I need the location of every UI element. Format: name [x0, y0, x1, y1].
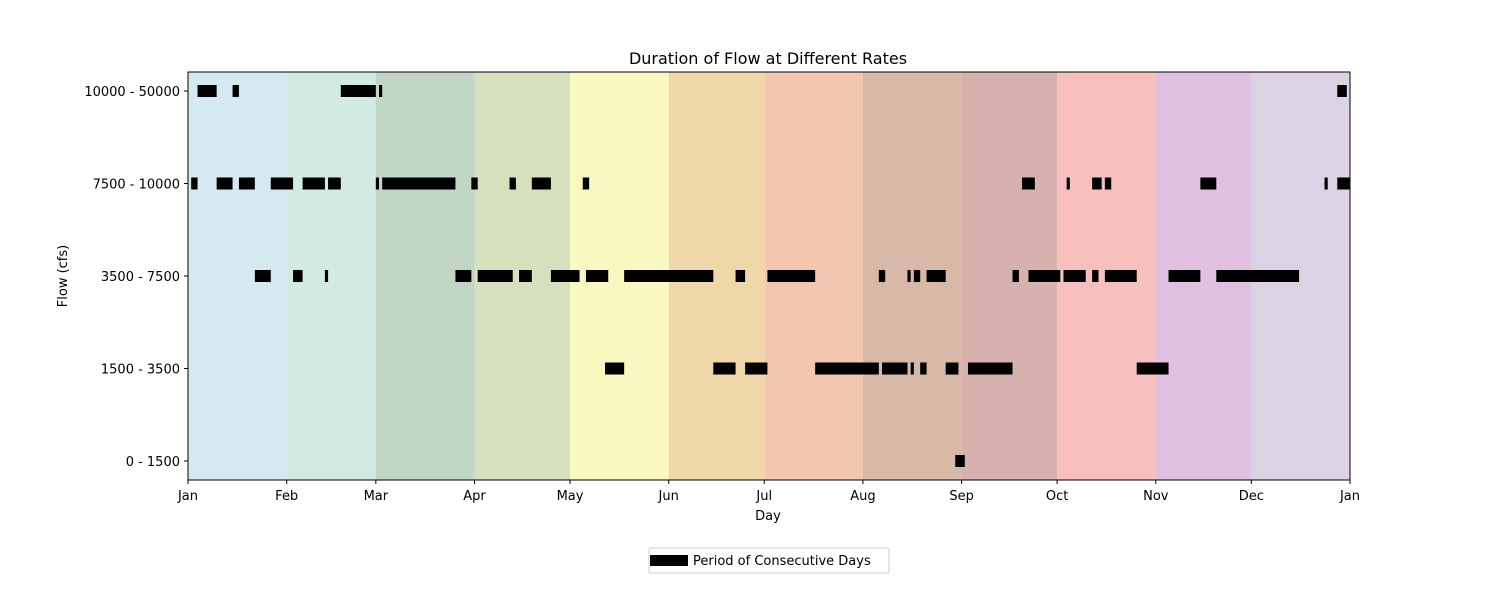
flow-period-bar	[232, 85, 239, 97]
y-axis-title: Flow (cfs)	[56, 245, 71, 307]
flow-period-bar	[455, 270, 472, 282]
flow-period-bar	[379, 85, 383, 97]
flow-period-bar	[945, 362, 959, 375]
flow-period-bar	[1337, 85, 1347, 97]
flow-period-bar	[878, 270, 886, 282]
flow-period-bar	[340, 85, 376, 97]
flow-period-bar	[216, 177, 233, 190]
flow-period-bar	[1063, 270, 1086, 282]
x-tick-label: Jan	[177, 489, 198, 504]
x-tick-label: Dec	[1239, 489, 1264, 504]
flow-period-bar	[302, 177, 325, 190]
flow-period-bar	[745, 362, 768, 375]
flow-period-bar	[531, 177, 551, 190]
x-axis-title: Day	[755, 509, 781, 524]
flow-period-bar	[1022, 177, 1035, 190]
chart-title: Duration of Flow at Different Rates	[629, 49, 907, 68]
y-tick-label: 1500 - 3500	[101, 363, 180, 378]
flow-period-bar	[1066, 177, 1070, 190]
flow-period-bar	[907, 270, 911, 282]
x-tick-label: Oct	[1046, 489, 1068, 504]
flow-period-bar	[1104, 270, 1137, 282]
x-tick-label: Jul	[755, 489, 772, 504]
flow-period-bar	[624, 270, 714, 282]
flow-period-bar	[585, 270, 609, 282]
flow-period-bar	[605, 362, 625, 375]
y-tick-label: 7500 - 10000	[93, 178, 180, 193]
flow-period-bar	[270, 177, 294, 190]
flow-periods	[191, 85, 1350, 467]
legend-swatch	[650, 555, 688, 566]
flow-period-bar	[955, 455, 965, 467]
flow-period-bar	[1324, 177, 1328, 190]
flow-period-bar	[324, 270, 329, 282]
flow-period-bar	[471, 177, 478, 190]
legend: Period of Consecutive Days	[648, 547, 890, 574]
y-tick-label: 10000 - 50000	[84, 85, 180, 100]
x-tick-label: May	[557, 489, 584, 504]
flow-period-bar	[1136, 362, 1169, 375]
flow-period-bar	[375, 177, 380, 190]
flow-period-bar	[197, 85, 217, 97]
x-tick-label: Nov	[1143, 489, 1169, 504]
flow-period-bar	[882, 362, 908, 375]
y-axis: 0 - 1500 1500 - 3500 3500 - 7500 7500 - 100…	[84, 85, 188, 470]
flow-period-bar	[238, 177, 255, 190]
flow-period-bar	[1104, 177, 1112, 190]
flow-period-bar	[713, 362, 736, 375]
x-tick-label: Jun	[658, 489, 679, 504]
flow-period-bar	[767, 270, 816, 282]
flow-period-bar	[191, 177, 198, 190]
flow-period-bar	[815, 362, 879, 375]
flow-period-bar	[254, 270, 271, 282]
x-axis: Jan Feb Mar Apr May Jun Jul Aug Sep Oct Nov Dec Jan	[177, 480, 1360, 504]
x-tick-label: Jan	[1339, 489, 1360, 504]
flow-period-bar	[1092, 177, 1102, 190]
flow-period-bar	[1337, 177, 1350, 190]
month-band-1	[188, 72, 287, 480]
x-tick-label: Mar	[364, 489, 389, 504]
flow-period-bar	[1216, 270, 1300, 282]
flow-period-bar	[582, 177, 590, 190]
flow-period-bar	[967, 362, 1013, 375]
flow-period-bar	[382, 177, 456, 190]
flow-period-bar	[913, 270, 921, 282]
flow-period-bar	[1028, 270, 1061, 282]
flow-period-bar	[910, 362, 914, 375]
flow-period-bar	[328, 177, 341, 190]
flow-period-bar	[550, 270, 580, 282]
flow-period-bar	[1012, 270, 1019, 282]
flow-period-bar	[926, 270, 946, 282]
flow-period-bar	[1168, 270, 1201, 282]
flow-period-bar	[519, 270, 532, 282]
flow-period-bar	[1092, 270, 1099, 282]
x-tick-label: Sep	[949, 489, 974, 504]
flow-period-bar	[293, 270, 303, 282]
flow-period-bar	[735, 270, 746, 282]
flow-period-bar	[477, 270, 513, 282]
y-tick-label: 3500 - 7500	[101, 270, 180, 285]
month-band-8	[862, 72, 962, 480]
flow-period-bar	[920, 362, 927, 375]
x-tick-label: Apr	[463, 489, 486, 504]
legend-entry-label: Period of Consecutive Days	[693, 554, 871, 569]
flow-period-bar	[1200, 177, 1217, 190]
x-tick-label: Feb	[275, 489, 298, 504]
legend-frame	[648, 547, 890, 574]
flow-period-bar	[509, 177, 516, 190]
x-tick-label: Aug	[850, 489, 875, 504]
y-tick-label: 0 - 1500	[126, 455, 180, 470]
